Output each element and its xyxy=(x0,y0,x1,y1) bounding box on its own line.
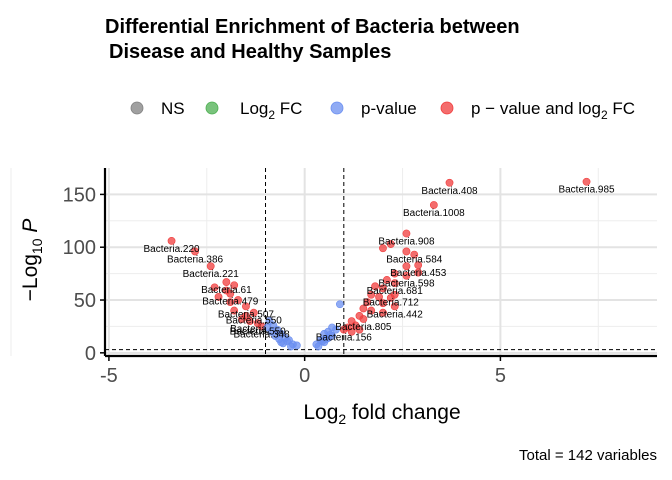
data-point-both xyxy=(382,276,391,284)
point-label: Bacteria.386 xyxy=(167,254,224,265)
data-point-both xyxy=(226,289,235,298)
data-points xyxy=(167,177,591,351)
data-point-both xyxy=(390,269,399,278)
point-label: Bacteria.681 xyxy=(367,286,424,297)
data-point-both xyxy=(363,298,372,307)
point-label: Bacteria.598 xyxy=(378,279,435,290)
point-label: Bacteria.550 xyxy=(230,326,287,337)
point-label: Bacteria.584 xyxy=(386,254,443,265)
y-tick-label: 50 xyxy=(74,290,96,312)
data-point-both xyxy=(367,290,376,299)
data-point-both xyxy=(379,308,387,317)
data-point-both xyxy=(339,325,348,334)
data-point-both xyxy=(238,315,246,323)
data-point-both xyxy=(429,201,438,209)
point-labels: Bacteria.985 Bacteria.408 Bacteria.1008 Bac… xyxy=(143,185,615,344)
data-point-both xyxy=(402,247,411,256)
data-point-both xyxy=(210,283,219,292)
data-point-both xyxy=(390,302,399,311)
data-point-both xyxy=(402,229,411,238)
point-label: Bacteria.61 xyxy=(201,285,252,296)
point-label: Bacteria.348 xyxy=(234,329,291,340)
data-point-both xyxy=(347,327,356,336)
data-point-both xyxy=(222,278,231,286)
point-label: Bacteria.442 xyxy=(367,309,424,320)
point-label: Bacteria.908 xyxy=(378,236,435,247)
x-tick-label: 5 xyxy=(495,365,506,387)
data-point-both xyxy=(582,177,591,186)
data-point-both xyxy=(414,268,423,277)
legend-key-both xyxy=(440,101,454,115)
data-point-both xyxy=(375,292,383,301)
data-point-both xyxy=(191,247,199,256)
x-axis-title: Log2 fold change xyxy=(303,401,460,427)
x-tick-label: -5 xyxy=(100,365,118,387)
data-point-both xyxy=(167,236,176,245)
data-point-both xyxy=(226,298,235,307)
data-point-p xyxy=(287,342,295,351)
data-point-both xyxy=(245,317,254,326)
data-point-p xyxy=(326,330,335,339)
data-point-both xyxy=(371,282,380,291)
caption: Total = 142 variables xyxy=(519,447,657,464)
point-label: Bacteria.453 xyxy=(390,268,447,279)
data-point-both xyxy=(206,262,215,271)
point-label: Bacteria.507 xyxy=(218,309,275,320)
data-point-both xyxy=(379,284,387,293)
y-tick-label: 150 xyxy=(63,184,96,206)
y-tick-label: 0 xyxy=(85,343,96,365)
data-point-both xyxy=(402,271,411,280)
chart-subtitle: Disease and Healthy Samples xyxy=(109,41,391,63)
x-tick-label: 0 xyxy=(299,365,310,387)
legend-key-NS xyxy=(130,101,144,115)
point-label: Bacteria.156 xyxy=(316,333,373,344)
data-point-both xyxy=(359,304,368,313)
legend-label-NS: NS xyxy=(161,99,185,118)
point-label: Bacteria. xyxy=(230,324,269,335)
data-point-both xyxy=(445,178,454,187)
point-label: Bacteria.221 xyxy=(183,269,240,280)
legend-label-p: p-value xyxy=(361,99,417,118)
data-point-both xyxy=(410,250,419,259)
data-point-both xyxy=(214,292,223,301)
data-point-p xyxy=(283,337,291,346)
data-point-both xyxy=(367,306,376,315)
data-point-both xyxy=(234,296,243,304)
data-point-p xyxy=(263,323,272,332)
data-point-both xyxy=(359,315,368,323)
data-point-both xyxy=(230,281,239,290)
legend: NS Log2 FC p-value p − value and log2 FC xyxy=(130,99,635,122)
legend-label-fc: Log2 FC xyxy=(240,99,302,122)
y-axis-title: −Log10 P xyxy=(19,219,45,302)
data-point-both xyxy=(402,262,411,271)
data-point-p xyxy=(314,342,323,351)
point-label: Bacteria.220 xyxy=(143,244,200,255)
data-point-both xyxy=(230,306,239,315)
data-point-both xyxy=(249,308,258,317)
data-point-both xyxy=(390,279,399,288)
point-label: Bacteria.408 xyxy=(421,186,478,197)
legend-label-both: p − value and log2 FC xyxy=(471,99,635,122)
point-label: Bacteria.550 xyxy=(226,316,283,327)
data-point-both xyxy=(386,240,395,248)
y-tick-label: 100 xyxy=(63,237,96,259)
point-label: Bacteria.712 xyxy=(363,298,420,309)
data-point-both xyxy=(379,299,387,308)
legend-key-p xyxy=(330,101,344,115)
data-point-both xyxy=(242,302,250,311)
data-point-p xyxy=(335,300,344,309)
chart-title: Differential Enrichment of Bacteria betw… xyxy=(105,16,520,38)
data-point-p xyxy=(275,335,284,344)
point-label: Bacteria.479 xyxy=(202,297,259,308)
data-point-both xyxy=(379,244,387,253)
data-point-both xyxy=(355,325,364,334)
point-label: Bacteria.1008 xyxy=(403,208,465,219)
point-label: Bacteria.805 xyxy=(335,322,392,333)
point-label: Bacteria.985 xyxy=(558,185,615,196)
legend-key-fc xyxy=(205,101,219,115)
data-point-both xyxy=(386,294,395,302)
